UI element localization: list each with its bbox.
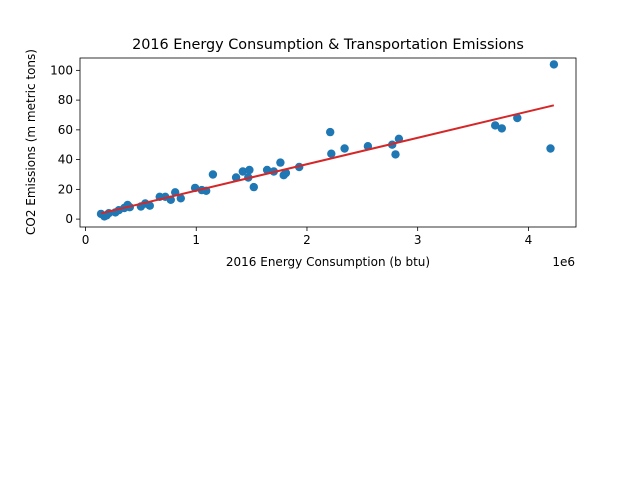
x-axis-offset-label: 1e6 [552, 255, 575, 269]
data-point-37 [391, 150, 400, 159]
data-point-20 [208, 170, 218, 179]
data-point-41 [513, 113, 522, 123]
data-point-43 [549, 60, 559, 69]
y-tick-label-0: 0 [65, 212, 73, 226]
x-tick-label-2: 2 [303, 233, 311, 247]
x-tick-label-1: 1 [192, 233, 200, 247]
data-point-24 [245, 165, 254, 175]
x-tick-label-3: 3 [414, 233, 422, 247]
axes-frame [79, 57, 577, 228]
data-point-26 [262, 165, 272, 175]
data-point-40 [497, 124, 506, 133]
regression-line [100, 104, 555, 215]
data-point-42 [546, 144, 555, 153]
x-tick-label-0: 0 [82, 233, 90, 247]
y-tick-label-2: 40 [58, 153, 73, 167]
x-axis-label: 2016 Energy Consumption (b btu) [226, 255, 430, 269]
data-point-16 [176, 194, 185, 203]
data-point-25 [249, 182, 258, 192]
y-axis-label: CO2 Emissions (m metric tons) [24, 49, 38, 235]
chart-title: 2016 Energy Consumption & Transportation… [132, 37, 524, 53]
data-point-30 [281, 168, 291, 178]
data-point-22 [238, 167, 247, 176]
data-point-11 [145, 201, 154, 210]
x-tick-label-4: 4 [525, 233, 533, 247]
data-point-39 [491, 121, 500, 130]
data-point-33 [327, 149, 336, 158]
data-point-34 [340, 144, 349, 153]
y-tick-label-5: 100 [50, 63, 73, 77]
data-point-28 [276, 158, 285, 167]
data-point-32 [326, 127, 335, 137]
y-tick-label-4: 80 [58, 93, 73, 107]
y-tick-label-1: 20 [58, 182, 73, 196]
y-tick-label-3: 60 [58, 123, 73, 137]
